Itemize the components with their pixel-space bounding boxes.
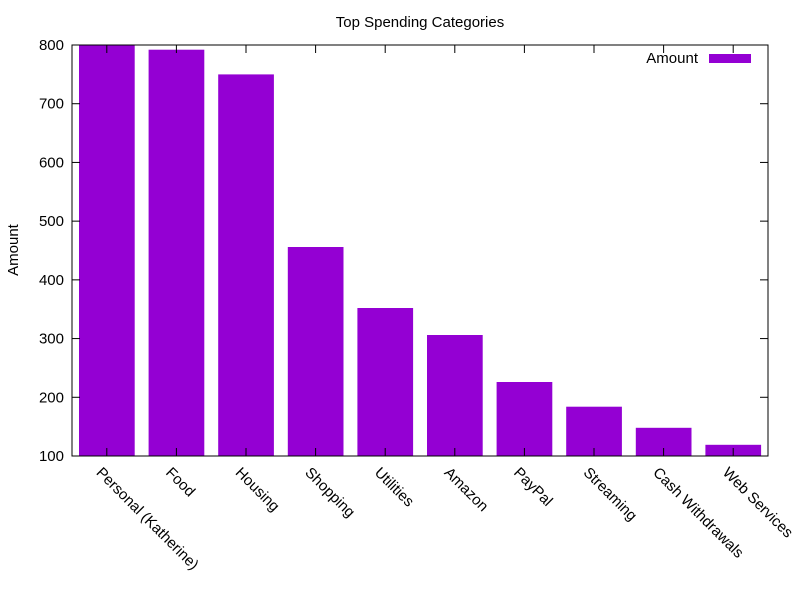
y-tick-label: 100 (39, 448, 64, 465)
y-axis-label: Amount (5, 223, 22, 276)
y-tick-label: 800 (39, 37, 64, 54)
bar-1 (79, 45, 135, 456)
legend-label: Amount (646, 50, 699, 67)
bar-8 (566, 406, 622, 456)
bar-2 (148, 49, 205, 456)
legend-swatch (709, 54, 751, 63)
bar-6 (427, 335, 483, 456)
legend: Amount (646, 50, 751, 67)
bar-4 (287, 247, 344, 456)
y-tick-label: 400 (39, 272, 64, 289)
x-tick-label: Food (162, 464, 198, 500)
y-axis-ticks: 100 200 300 400 500 600 700 800 (39, 37, 768, 465)
x-tick-label: Utilities (371, 464, 417, 510)
chart-title: Top Spending Categories (336, 14, 504, 31)
bars-layer (79, 45, 762, 457)
y-tick-label: 200 (39, 389, 64, 406)
bar-5 (357, 308, 414, 456)
x-tick-label: Amazon (441, 464, 492, 515)
x-tick-label: Streaming (580, 464, 640, 524)
x-tick-label: Shopping (301, 464, 358, 521)
x-tick-label: Web Services (719, 464, 796, 541)
x-tick-label: PayPal (510, 464, 556, 510)
y-tick-label: 600 (39, 154, 64, 171)
x-tick-label: Housing (232, 464, 283, 515)
y-tick-label: 700 (39, 96, 64, 113)
y-tick-label: 500 (39, 213, 64, 230)
y-tick-label: 300 (39, 331, 64, 348)
bar-3 (218, 74, 274, 457)
bar-7 (496, 382, 553, 456)
plot-frame (71, 44, 769, 457)
